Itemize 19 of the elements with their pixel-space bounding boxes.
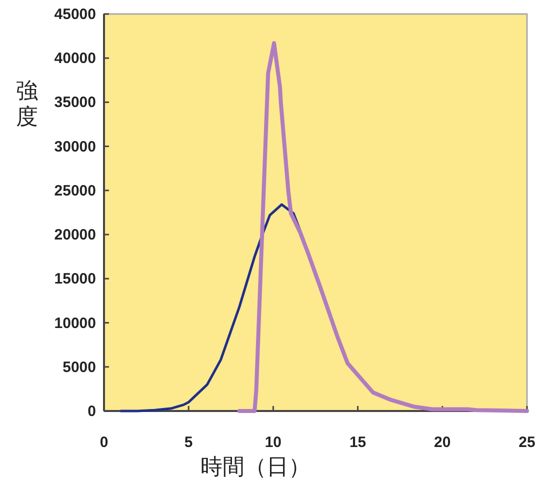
line-series xyxy=(237,41,529,413)
y-tick-label: 0 xyxy=(88,403,96,420)
y-tick-label: 35000 xyxy=(54,94,96,112)
y-tick-label: 45000 xyxy=(54,6,96,23)
y-tick-label: 5000 xyxy=(62,358,96,376)
y-tick-label: 40000 xyxy=(54,50,96,68)
x-tick-label: 20 xyxy=(434,434,451,451)
y-tick-label: 20000 xyxy=(54,226,96,244)
y-tick-label: 15000 xyxy=(54,270,96,288)
y-axis-title: 強度 xyxy=(16,78,38,129)
y-tick-label: 25000 xyxy=(54,182,96,200)
x-tick-label: 15 xyxy=(349,434,366,451)
x-tick-label: 25 xyxy=(518,434,536,451)
x-tick-label: 0 xyxy=(100,434,108,451)
x-tick-label: 5 xyxy=(184,434,193,451)
y-tick-label: 10000 xyxy=(54,314,96,332)
x-tick-label: 10 xyxy=(264,434,282,451)
y-tick-label: 30000 xyxy=(54,138,96,156)
x-axis-title: 時間（日） xyxy=(200,454,310,479)
